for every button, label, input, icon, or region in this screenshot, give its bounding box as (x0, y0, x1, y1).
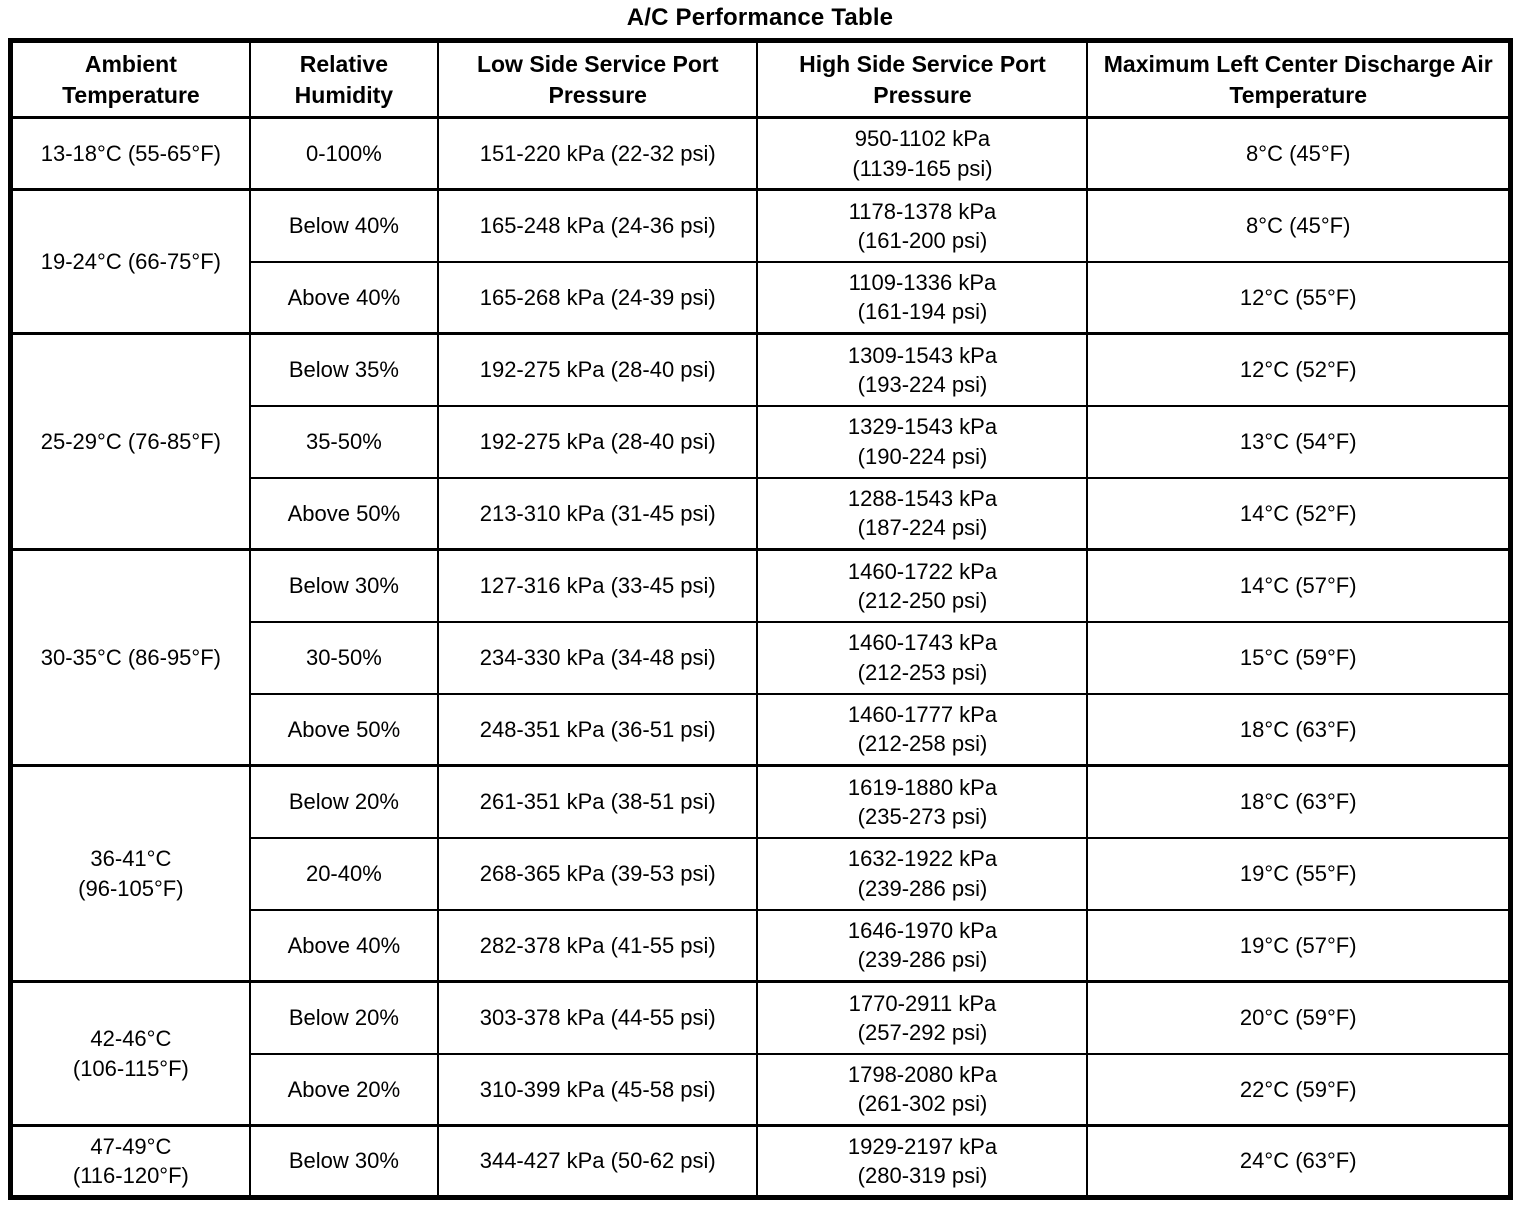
relative-humidity-cell: Above 50% (248, 692, 440, 767)
column-header-high-side-pressure: High Side Service Port Pressure (756, 39, 1089, 119)
discharge-temperature-cell: 15°C (59°F) (1086, 620, 1512, 695)
high-side-pressure-cell: 1109-1336 kPa (161-194 psi) (756, 260, 1089, 335)
column-header-low-side-pressure: Low Side Service Port Pressure (436, 39, 759, 119)
relative-humidity-cell: Below 30% (248, 548, 440, 623)
relative-humidity-cell: Below 40% (248, 188, 440, 263)
column-header-relative-humidity: Relative Humidity (248, 39, 440, 119)
low-side-pressure-cell: 310-399 kPa (45-58 psi) (436, 1052, 759, 1127)
ambient-temperature-cell: 47-49°C (116-120°F) (9, 1124, 251, 1199)
relative-humidity-cell: Above 40% (248, 908, 440, 983)
low-side-pressure-cell: 165-248 kPa (24-36 psi) (436, 188, 759, 263)
high-side-pressure-cell: 950-1102 kPa (1139-165 psi) (756, 116, 1089, 191)
low-side-pressure-cell: 213-310 kPa (31-45 psi) (436, 476, 759, 551)
table-row: 25-29°C (76-85°F) Below 35% 192-275 kPa … (9, 332, 1512, 551)
high-side-pressure-cell: 1309-1543 kPa (193-224 psi) (756, 332, 1089, 407)
table-row: 36-41°C (96-105°F) Below 20% 261-351 kPa… (9, 764, 1512, 983)
high-side-pressure-cell: 1460-1777 kPa (212-258 psi) (756, 692, 1089, 767)
discharge-temperature-cell: 12°C (55°F) (1086, 260, 1512, 335)
low-side-pressure-cell: 234-330 kPa (34-48 psi) (436, 620, 759, 695)
high-side-pressure-cell: 1619-1880 kPa (235-273 psi) (756, 764, 1089, 839)
header-row: Ambient Temperature Relative Humidity Lo… (9, 39, 1512, 119)
table-row: 47-49°C (116-120°F) Below 30% 344-427 kP… (9, 1124, 1512, 1199)
low-side-pressure-cell: 192-275 kPa (28-40 psi) (436, 404, 759, 479)
table-row: 19-24°C (66-75°F) Below 40% 165-248 kPa … (9, 188, 1512, 335)
discharge-temperature-cell: 13°C (54°F) (1086, 404, 1512, 479)
low-side-pressure-cell: 303-378 kPa (44-55 psi) (436, 980, 759, 1055)
table-row: Above 40% 282-378 kPa (41-55 psi) 1646-1… (11, 908, 1512, 983)
low-side-pressure-cell: 268-365 kPa (39-53 psi) (436, 836, 759, 911)
table-row: Above 50% 213-310 kPa (31-45 psi) 1288-1… (11, 476, 1512, 551)
low-side-pressure-cell: 151-220 kPa (22-32 psi) (436, 116, 759, 191)
discharge-temperature-cell: 14°C (57°F) (1086, 548, 1512, 623)
discharge-temperature-cell: 20°C (59°F) (1086, 980, 1512, 1055)
table-row: 35-50% 192-275 kPa (28-40 psi) 1329-1543… (11, 404, 1512, 479)
table-row: 13-18°C (55-65°F) 0-100% 151-220 kPa (22… (9, 116, 1512, 191)
discharge-temperature-cell: 22°C (59°F) (1086, 1052, 1512, 1127)
discharge-temperature-cell: 18°C (63°F) (1086, 692, 1512, 767)
column-header-discharge-air-temperature: Maximum Left Center Discharge Air Temper… (1086, 39, 1512, 119)
ambient-temperature-cell: 25-29°C (76-85°F) (9, 332, 251, 551)
high-side-pressure-cell: 1646-1970 kPa (239-286 psi) (756, 908, 1089, 983)
table-row: 20-40% 268-365 kPa (39-53 psi) 1632-1922… (11, 836, 1512, 911)
table-row: Above 20% 310-399 kPa (45-58 psi) 1798-2… (11, 1052, 1512, 1127)
relative-humidity-cell: Below 20% (248, 764, 440, 839)
discharge-temperature-cell: 19°C (55°F) (1086, 836, 1512, 911)
relative-humidity-cell: Above 20% (248, 1052, 440, 1127)
table-row: Above 40% 165-268 kPa (24-39 psi) 1109-1… (11, 260, 1512, 335)
low-side-pressure-cell: 165-268 kPa (24-39 psi) (436, 260, 759, 335)
relative-humidity-cell: Below 35% (248, 332, 440, 407)
table-row: 42-46°C (106-115°F) Below 20% 303-378 kP… (9, 980, 1512, 1127)
high-side-pressure-cell: 1329-1543 kPa (190-224 psi) (756, 404, 1089, 479)
low-side-pressure-cell: 261-351 kPa (38-51 psi) (436, 764, 759, 839)
relative-humidity-cell: 35-50% (248, 404, 440, 479)
ambient-temperature-cell: 19-24°C (66-75°F) (9, 188, 251, 335)
discharge-temperature-cell: 8°C (45°F) (1086, 188, 1512, 263)
relative-humidity-cell: 20-40% (248, 836, 440, 911)
ambient-temperature-cell: 13-18°C (55-65°F) (9, 116, 251, 191)
discharge-temperature-cell: 12°C (52°F) (1086, 332, 1512, 407)
low-side-pressure-cell: 192-275 kPa (28-40 psi) (436, 332, 759, 407)
page-title: A/C Performance Table (626, 4, 894, 31)
ambient-temperature-cell: 42-46°C (106-115°F) (9, 980, 251, 1127)
relative-humidity-cell: 0-100% (248, 116, 440, 191)
high-side-pressure-cell: 1929-2197 kPa (280-319 psi) (756, 1124, 1089, 1199)
low-side-pressure-cell: 127-316 kPa (33-45 psi) (436, 548, 759, 623)
high-side-pressure-cell: 1288-1543 kPa (187-224 psi) (756, 476, 1089, 551)
column-header-ambient-temperature: Ambient Temperature (9, 39, 251, 119)
low-side-pressure-cell: 344-427 kPa (50-62 psi) (436, 1124, 759, 1199)
ambient-temperature-cell: 36-41°C (96-105°F) (9, 764, 251, 983)
ambient-temperature-cell: 30-35°C (86-95°F) (9, 548, 251, 767)
high-side-pressure-cell: 1770-2911 kPa (257-292 psi) (756, 980, 1089, 1055)
low-side-pressure-cell: 282-378 kPa (41-55 psi) (436, 908, 759, 983)
low-side-pressure-cell: 248-351 kPa (36-51 psi) (436, 692, 759, 767)
high-side-pressure-cell: 1460-1743 kPa (212-253 psi) (756, 620, 1089, 695)
high-side-pressure-cell: 1460-1722 kPa (212-250 psi) (756, 548, 1089, 623)
relative-humidity-cell: 30-50% (248, 620, 440, 695)
discharge-temperature-cell: 18°C (63°F) (1086, 764, 1512, 839)
high-side-pressure-cell: 1798-2080 kPa (261-302 psi) (756, 1052, 1089, 1127)
table-row: Above 50% 248-351 kPa (36-51 psi) 1460-1… (11, 692, 1512, 767)
table-row: 30-35°C (86-95°F) Below 30% 127-316 kPa … (9, 548, 1512, 767)
table-row: 30-50% 234-330 kPa (34-48 psi) 1460-1743… (11, 620, 1512, 695)
discharge-temperature-cell: 24°C (63°F) (1086, 1124, 1512, 1199)
relative-humidity-cell: Below 20% (248, 980, 440, 1055)
relative-humidity-cell: Below 30% (248, 1124, 440, 1199)
discharge-temperature-cell: 14°C (52°F) (1086, 476, 1512, 551)
high-side-pressure-cell: 1632-1922 kPa (239-286 psi) (756, 836, 1089, 911)
high-side-pressure-cell: 1178-1378 kPa (161-200 psi) (756, 188, 1089, 263)
discharge-temperature-cell: 19°C (57°F) (1086, 908, 1512, 983)
relative-humidity-cell: Above 50% (248, 476, 440, 551)
relative-humidity-cell: Above 40% (248, 260, 440, 335)
ac-performance-table: Ambient Temperature Relative Humidity Lo… (8, 38, 1513, 1200)
discharge-temperature-cell: 8°C (45°F) (1086, 116, 1512, 191)
